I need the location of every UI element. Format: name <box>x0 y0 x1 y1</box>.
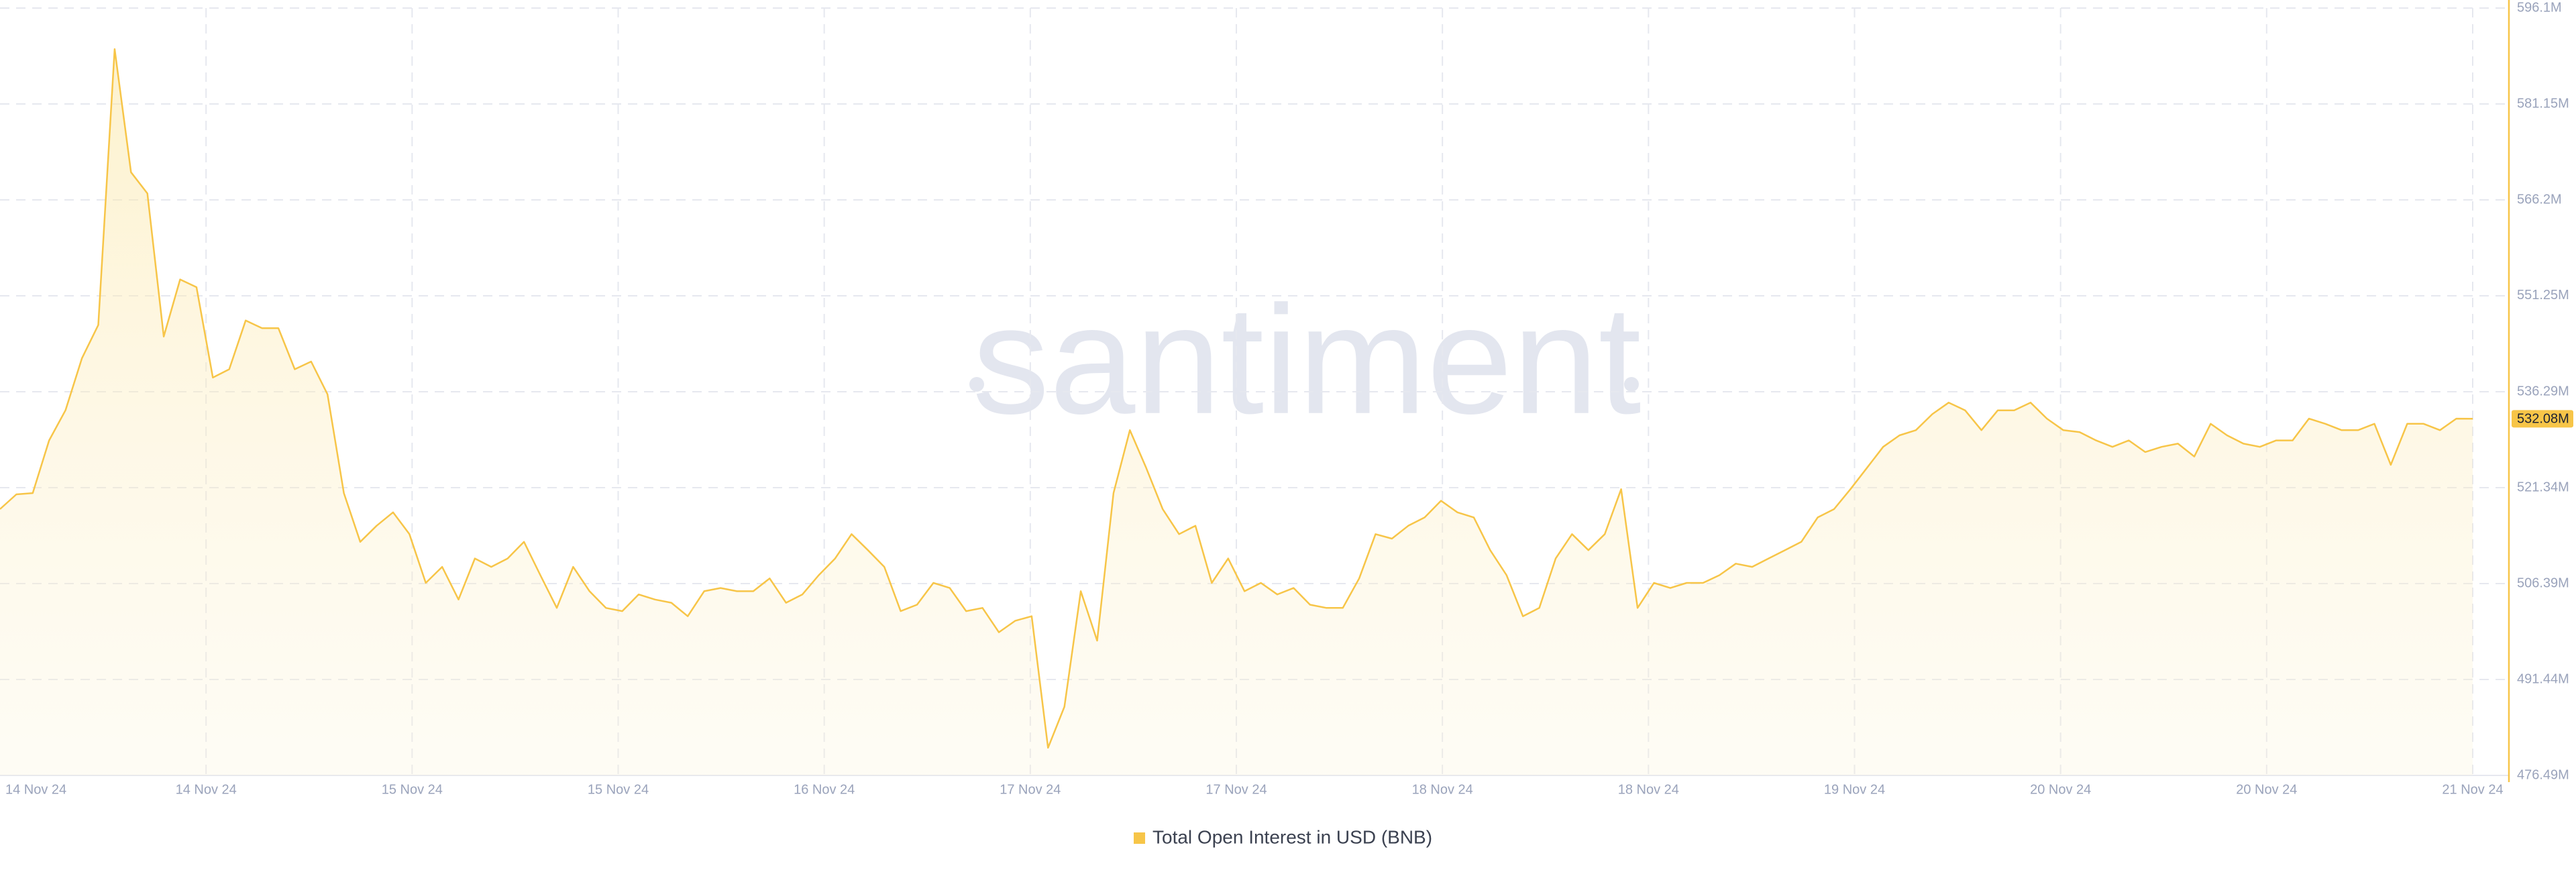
x-tick-label: 20 Nov 24 <box>2030 782 2091 797</box>
y-tick-label: 521.34M <box>2517 480 2569 494</box>
x-tick-label: 14 Nov 24 <box>176 782 237 797</box>
watermark-dot <box>1624 377 1639 392</box>
x-tick-label: 19 Nov 24 <box>1824 782 1885 797</box>
legend: Total Open Interest in USD (BNB) <box>1134 826 1432 847</box>
line <box>0 48 2473 749</box>
watermark-text: santiment <box>972 274 1641 446</box>
x-tick-label: 17 Nov 24 <box>1000 782 1061 797</box>
y-tick-label: 596.1M <box>2517 0 2562 15</box>
y-tick-label: 566.2M <box>2517 192 2562 207</box>
y-tick-label: 491.44M <box>2517 671 2569 686</box>
last-value-badge <box>2512 410 2573 428</box>
legend-label: Total Open Interest in USD (BNB) <box>1152 826 1432 847</box>
y-tick-label: 476.49M <box>2517 767 2569 782</box>
x-tick-label: 17 Nov 24 <box>1205 782 1267 797</box>
x-tick-label: 20 Nov 24 <box>2236 782 2297 797</box>
y-tick-label: 551.25M <box>2517 288 2569 303</box>
x-tick-label: 16 Nov 24 <box>794 782 855 797</box>
watermark: santiment <box>969 274 1642 446</box>
x-tick-label: 15 Nov 24 <box>588 782 649 797</box>
legend-swatch <box>1134 832 1145 844</box>
last-value-label: 532.08M <box>2517 412 2569 427</box>
x-tick-label: 15 Nov 24 <box>382 782 443 797</box>
x-tick-label: 18 Nov 24 <box>1412 782 1473 797</box>
watermark-dot <box>969 377 984 392</box>
y-tick-label: 581.15M <box>2517 96 2569 111</box>
area <box>0 49 2473 776</box>
x-tick-label: 21 Nov 24 <box>2442 782 2503 797</box>
y-tick-label: 506.39M <box>2517 576 2569 590</box>
x-tick-label: 14 Nov 24 <box>5 782 66 797</box>
x-tick-label: 18 Nov 24 <box>1618 782 1679 797</box>
y-tick-label: 536.29M <box>2517 384 2569 398</box>
